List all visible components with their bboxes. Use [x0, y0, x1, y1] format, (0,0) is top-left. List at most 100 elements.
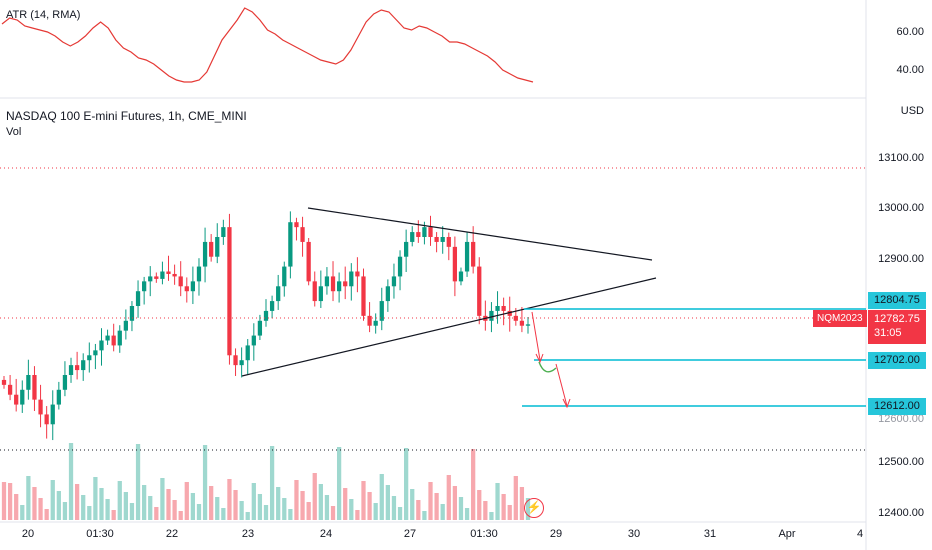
candle-body: [135, 291, 141, 306]
candle-body: [367, 315, 372, 326]
symbol-title[interactable]: NASDAQ 100 E-mini Futures, 1h, CME_MINI: [6, 109, 247, 123]
atr-legend[interactable]: ATR (14, RMA): [6, 9, 81, 21]
candle-body: [379, 301, 384, 321]
candle-body: [397, 256, 403, 277]
volume-bar: [111, 510, 116, 520]
candle-body: [324, 276, 330, 287]
candle-body: [215, 237, 220, 257]
volume-bar: [26, 476, 31, 520]
volume-bar: [99, 488, 104, 520]
atr-tick-40: 40.00: [896, 64, 924, 76]
current-price-value: 12782.75: [874, 313, 920, 325]
volume-bar: [440, 504, 445, 520]
atr-tick-60: 60.00: [896, 26, 924, 38]
candle-body: [300, 227, 305, 242]
time-tick-4: 4: [856, 528, 864, 540]
volume-bar: [519, 487, 525, 520]
time-tick-0130: 01:30: [86, 528, 114, 540]
candle-body: [343, 281, 348, 287]
volume-bar: [50, 480, 55, 520]
candle-body: [99, 340, 104, 351]
candle-body: [38, 399, 43, 415]
volume-bars: [1, 443, 531, 520]
level-tag-12702[interactable]: 12702.00: [868, 352, 926, 369]
lightning-icon[interactable]: ⚡: [524, 498, 544, 518]
time-tick-apr: Apr: [778, 528, 796, 540]
volume-bar: [361, 481, 366, 520]
candle-body: [269, 301, 275, 311]
currency-label: USD: [900, 105, 924, 117]
candle-body: [440, 237, 445, 242]
volume-bar: [282, 498, 287, 520]
volume-bar: [44, 509, 49, 520]
candle-body: [154, 276, 159, 279]
candle-body: [227, 227, 232, 356]
candle-body: [245, 345, 250, 361]
level-tag-12804[interactable]: 12804.75: [868, 292, 926, 309]
candle-body: [391, 276, 397, 287]
time-tick-0130-b: 01:30: [470, 528, 498, 540]
volume-bar: [343, 488, 348, 520]
volume-bar: [300, 491, 305, 520]
time-tick-27: 27: [403, 528, 417, 540]
candle-body: [422, 227, 427, 237]
level-tag-12612[interactable]: 12612.00: [868, 398, 926, 415]
projection-arrow-1: [531, 311, 541, 361]
time-tick-22: 22: [165, 528, 179, 540]
volume-bar: [56, 491, 61, 520]
volume-bar: [233, 490, 238, 520]
volume-bar: [202, 445, 208, 520]
volume-bar: [142, 485, 147, 520]
volume-bar: [209, 486, 214, 520]
volume-bar: [190, 493, 196, 520]
candle-body: [32, 375, 37, 400]
candle-body: [477, 266, 482, 316]
price-axis[interactable]: 60.00 40.00 USD 13100.00 13000.00 12900.…: [866, 0, 932, 550]
candle-body: [513, 315, 518, 321]
current-price-tag[interactable]: 12782.75 31:05: [868, 310, 926, 344]
candle-body: [373, 320, 378, 326]
candle-body: [111, 335, 116, 346]
atr-line: [1, 7, 534, 83]
candle-body: [251, 335, 256, 346]
volume-legend[interactable]: Vol: [6, 126, 22, 138]
volume-bar: [87, 506, 92, 520]
candle-body: [501, 306, 506, 311]
volume-bar: [245, 512, 250, 520]
bar-countdown: 31:05: [874, 327, 902, 339]
symbol-tag[interactable]: NQM2023: [813, 310, 867, 327]
candle-body: [50, 404, 55, 425]
candle-body: [349, 271, 354, 287]
volume-bar: [446, 475, 451, 520]
candle-body: [93, 350, 98, 356]
candle-body: [471, 241, 476, 267]
time-tick-24: 24: [319, 528, 333, 540]
volume-bar: [306, 502, 311, 520]
candle-body: [202, 241, 208, 267]
drawings[interactable]: [0, 167, 866, 451]
volume-bar: [32, 487, 37, 520]
volume-bar: [7, 483, 13, 520]
time-tick-29: 29: [549, 528, 563, 540]
price-tick-12900: 12900.00: [878, 253, 924, 265]
triangle-lower-line: [241, 277, 657, 377]
candle-body: [507, 310, 512, 316]
candle-body: [196, 266, 202, 282]
volume-bar: [148, 496, 153, 520]
candle-body: [87, 355, 92, 361]
candle-body: [404, 241, 409, 257]
volume-bar: [288, 509, 293, 520]
time-tick-30: 30: [627, 528, 641, 540]
volume-bar: [257, 494, 263, 520]
volume-bar: [269, 446, 275, 520]
volume-bar: [318, 484, 323, 520]
volume-bar: [385, 485, 390, 520]
candle-body: [294, 222, 299, 228]
time-tick-31: 31: [703, 528, 717, 540]
volume-bar: [227, 479, 232, 520]
volume-bar: [184, 482, 189, 520]
volume-bar: [74, 484, 80, 520]
time-tick-20: 20: [21, 528, 35, 540]
volume-bar: [251, 483, 256, 520]
